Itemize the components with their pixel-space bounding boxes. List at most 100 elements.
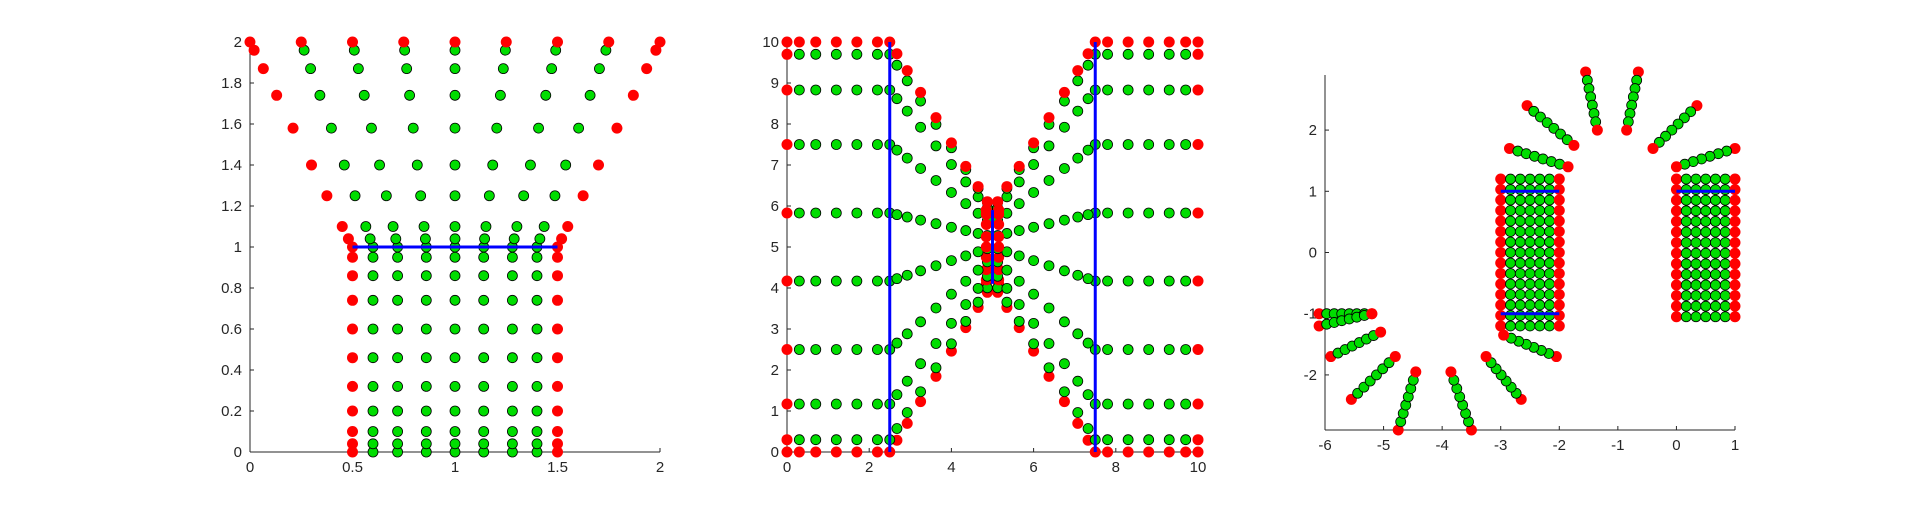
node-point (407, 122, 419, 134)
node-point (972, 282, 984, 294)
node-point (1043, 218, 1055, 230)
node-point (930, 260, 942, 272)
node-point (367, 380, 379, 392)
node-point (305, 63, 316, 75)
node-point (1719, 279, 1731, 291)
node-point (1700, 247, 1712, 259)
node-point (1690, 279, 1702, 291)
boundary-point (871, 446, 883, 458)
boundary-point (810, 36, 822, 48)
boundary-point (781, 207, 793, 219)
node-point (830, 344, 842, 355)
node-point (494, 89, 506, 101)
node-point (392, 294, 404, 306)
node-point (1700, 226, 1712, 238)
node-point (420, 405, 432, 417)
node-point (1180, 344, 1192, 355)
y-tick-label: 0.6 (221, 321, 242, 338)
node-point (1544, 257, 1555, 269)
node-point (387, 221, 399, 232)
node-point (1001, 264, 1013, 276)
node-point (478, 323, 490, 335)
node-point (1082, 144, 1094, 156)
node-point (946, 187, 957, 198)
node-point (830, 398, 842, 410)
node-point (960, 225, 972, 236)
boundary-point (1495, 288, 1507, 300)
node-point (1043, 140, 1055, 152)
boundary-point (1729, 142, 1741, 154)
node-point (1514, 205, 1526, 216)
node-point (930, 140, 942, 152)
x-tick-label: -6 (1318, 437, 1331, 454)
boundary-point (1729, 205, 1741, 217)
boundary-point (552, 405, 563, 417)
x-tick-label: 1 (451, 459, 459, 476)
node-point (1700, 205, 1712, 217)
node-point (1514, 215, 1526, 227)
node-point (1180, 398, 1192, 410)
boundary-point (793, 446, 805, 458)
node-point (1163, 344, 1175, 355)
node-point (531, 380, 543, 392)
node-point (1122, 207, 1134, 219)
node-point (1143, 48, 1155, 60)
boundary-point (781, 275, 793, 287)
node-point (1514, 268, 1526, 279)
boundary-point (1553, 205, 1565, 217)
node-point (392, 251, 404, 263)
boundary-point (1670, 237, 1682, 249)
node-point (1524, 257, 1536, 269)
boundary-point (1375, 326, 1387, 338)
node-point (531, 438, 543, 450)
boundary-point (248, 44, 260, 56)
node-point (1700, 216, 1712, 227)
node-point (972, 264, 984, 276)
boundary-point (1192, 139, 1204, 150)
boundary-point (1670, 215, 1682, 227)
node-point (1544, 278, 1555, 290)
node-point (1180, 48, 1192, 60)
node-point (367, 323, 379, 335)
node-point (1072, 75, 1084, 87)
node-point (420, 426, 432, 437)
node-point (810, 434, 822, 446)
node-point (1534, 236, 1546, 248)
node-point (1534, 310, 1546, 321)
boundary-point (398, 36, 410, 48)
y-tick-label: 0.8 (221, 280, 242, 297)
boundary-point (1495, 247, 1507, 258)
boundary-point (1313, 308, 1325, 320)
node-point (793, 84, 805, 96)
node-point (449, 89, 461, 101)
node-point (531, 323, 543, 335)
boundary-point (1495, 226, 1507, 238)
node-point (1122, 84, 1134, 96)
node-point (1059, 316, 1070, 328)
node-point (1680, 216, 1692, 227)
node-point (793, 48, 805, 60)
y-tick-label: 1 (234, 239, 242, 256)
node-point (1082, 273, 1094, 285)
node-point (901, 211, 913, 223)
boundary-point (891, 48, 903, 60)
node-point (1690, 268, 1702, 280)
node-point (960, 176, 972, 188)
node-point (1028, 317, 1039, 329)
node-point (507, 270, 518, 282)
node-point (1719, 268, 1731, 280)
node-point (891, 337, 903, 349)
node-point (1122, 275, 1134, 287)
node-point (1013, 315, 1025, 327)
node-point (793, 207, 805, 219)
node-point (1710, 279, 1721, 291)
boundary-point (781, 446, 793, 458)
node-point (1514, 278, 1526, 290)
x-tick-label: 0.5 (342, 459, 363, 476)
node-point (1710, 290, 1721, 301)
node-point (1690, 194, 1702, 206)
boundary-point (500, 36, 512, 48)
boundary-point (1729, 290, 1741, 302)
node-point (1122, 48, 1134, 60)
node-point (1514, 320, 1526, 332)
